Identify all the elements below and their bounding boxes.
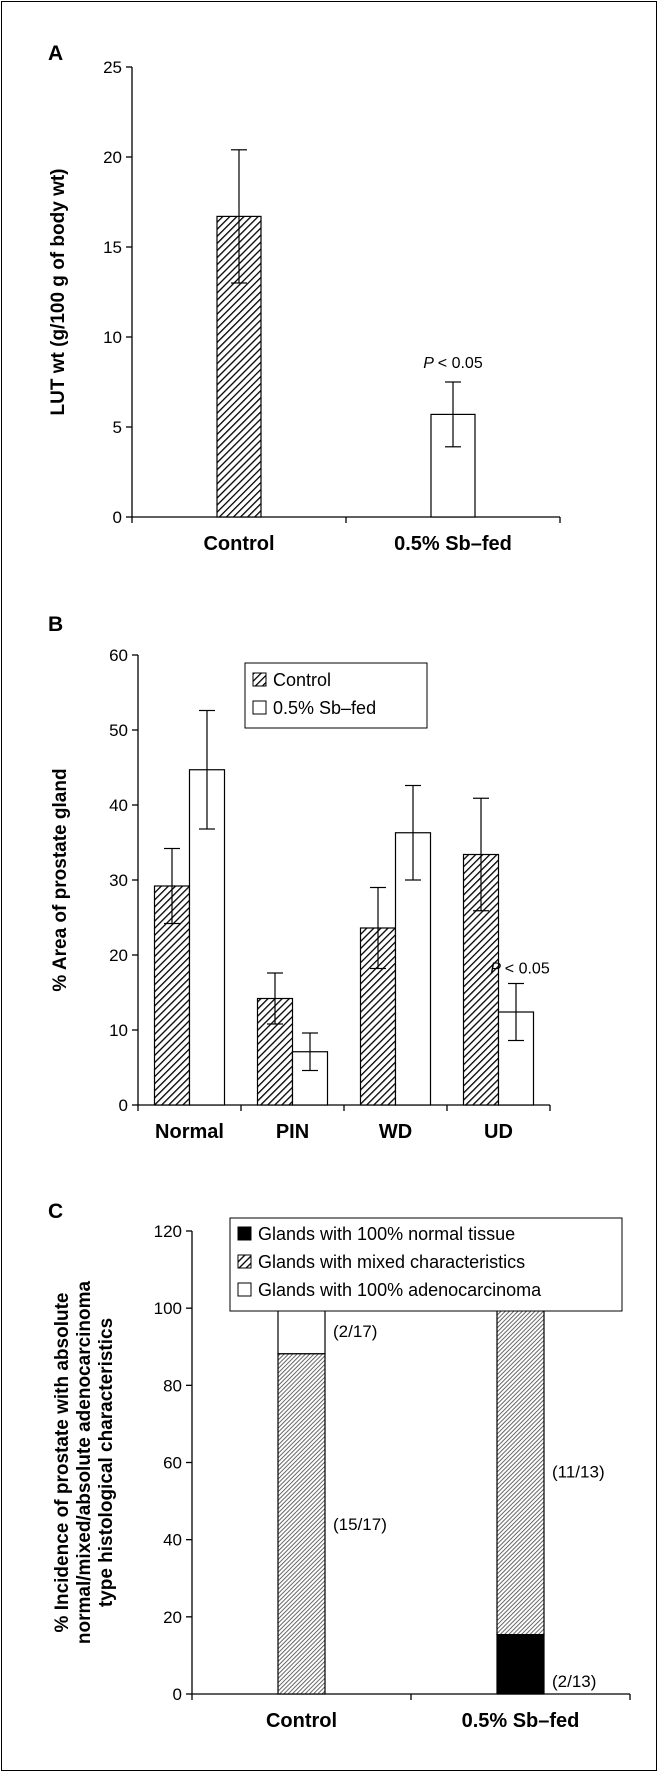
panel-b-y-tick-label: 0 bbox=[119, 1096, 128, 1115]
panel-c-y-axis-label: normal/mixed/absolute adenocarcinoma bbox=[74, 1280, 95, 1644]
panel-b-category-label: Normal bbox=[155, 1121, 224, 1143]
panel-b-legend bbox=[244, 662, 428, 729]
panel-b-category-label: UD bbox=[484, 1121, 513, 1143]
panel-c-y-tick-label: 20 bbox=[163, 1608, 182, 1627]
panel-a-y-tick-label: 5 bbox=[113, 418, 122, 437]
panel-c-y-tick-label: 0 bbox=[173, 1685, 182, 1704]
panel-b-y-tick-label: 20 bbox=[109, 946, 128, 965]
panel-a: A 0 5 10 15 20 25 LUT wt (g/100 g of body wt) Co… bbox=[48, 42, 561, 555]
panel-c-segment-1-2 bbox=[277, 1353, 326, 1695]
panel-c-y-tick-label: 100 bbox=[154, 1299, 182, 1318]
panel-b-y-axis-label: % Area of prostate gland bbox=[50, 768, 71, 991]
panel-b-y-tick-label: 10 bbox=[109, 1021, 128, 1040]
panel-c-segment-1-3 bbox=[277, 1307, 326, 1355]
panel-c-category-label: Control bbox=[266, 1710, 337, 1732]
panel-c-segment-2-2 bbox=[496, 1307, 545, 1636]
panel-c-category-label: 0.5% Sb–fed bbox=[462, 1710, 580, 1732]
panel-c-legend bbox=[229, 1217, 623, 1312]
panel-c-legend-swatch bbox=[237, 1226, 252, 1241]
panel-a-y-tick-label: 15 bbox=[103, 238, 122, 257]
panel-c-legend-label: Glands with mixed characteristics bbox=[258, 1252, 525, 1272]
panel-a-category-label: Control bbox=[203, 533, 274, 555]
panel-b: B 0 10 20 30 40 50 60 % Area of prostate gland No… bbox=[48, 613, 551, 1143]
panel-b-y-tick-label: 50 bbox=[109, 721, 128, 740]
panel-a-letter: A bbox=[48, 42, 63, 65]
panel-b-y-tick-label: 30 bbox=[109, 871, 128, 890]
panel-b-y-tick-label: 60 bbox=[109, 646, 128, 665]
panel-b-p-value: P < 0.05 bbox=[490, 961, 550, 978]
panel-c-count-label: (2/13) bbox=[552, 1672, 596, 1691]
panel-c-count-label: (2/17) bbox=[333, 1322, 377, 1341]
panel-c: C 0 20 40 60 80 100 120 % Incidence of prostate … bbox=[48, 1200, 631, 1732]
panel-a-y-tick-label: 20 bbox=[103, 148, 122, 167]
panel-a-y-tick-label: 10 bbox=[103, 328, 122, 347]
panel-c-y-tick-label: 120 bbox=[154, 1222, 182, 1241]
panel-c-legend-label: Glands with 100% normal tissue bbox=[258, 1224, 515, 1244]
panel-a-y-tick-label: 0 bbox=[113, 508, 122, 527]
panel-b-legend-label: 0.5% Sb–fed bbox=[273, 698, 376, 718]
panel-c-count-label: (11/13) bbox=[552, 1462, 605, 1481]
panel-c-segment-2-1 bbox=[496, 1633, 545, 1695]
panel-b-letter: B bbox=[48, 613, 63, 636]
panel-b-category-label: WD bbox=[379, 1121, 412, 1143]
panel-c-y-tick-label: 80 bbox=[163, 1376, 182, 1395]
panel-a-y-tick-label: 25 bbox=[103, 58, 122, 77]
panel-b-y-tick-label: 40 bbox=[109, 796, 128, 815]
panel-c-letter: C bbox=[48, 1200, 63, 1223]
panel-c-legend-label: Glands with 100% adenocarcinoma bbox=[258, 1280, 542, 1300]
panel-a-category-label: 0.5% Sb–fed bbox=[394, 533, 512, 555]
panel-c-legend-swatch bbox=[237, 1282, 252, 1297]
panel-a-p-value: P < 0.05 bbox=[423, 355, 483, 372]
panel-c-y-tick-label: 40 bbox=[163, 1531, 182, 1550]
panel-b-category-label: PIN bbox=[276, 1121, 309, 1143]
panel-b-legend-swatch bbox=[252, 700, 267, 715]
panel-b-legend-swatch bbox=[252, 672, 267, 687]
panel-c-count-label: (15/17) bbox=[333, 1515, 387, 1534]
panel-c-y-axis-label: type histological characteristics bbox=[96, 1318, 117, 1607]
panel-b-legend-label: Control bbox=[273, 670, 331, 690]
panel-a-y-axis-label: LUT wt (g/100 g of body wt) bbox=[48, 169, 69, 416]
panel-c-legend-swatch bbox=[237, 1254, 252, 1269]
panel-c-y-tick-label: 60 bbox=[163, 1454, 182, 1473]
panel-c-y-axis-label: % Incidence of prostate with absolute bbox=[52, 1293, 73, 1633]
